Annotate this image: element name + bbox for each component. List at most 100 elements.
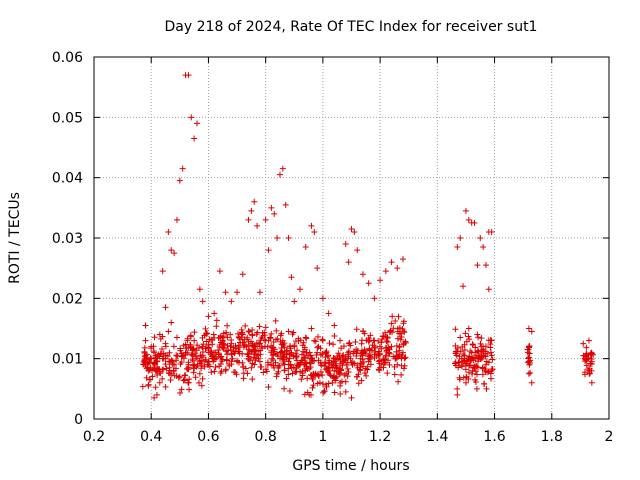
data-point: [286, 361, 293, 368]
data-point: [581, 369, 588, 376]
data-point: [171, 250, 178, 257]
data-point: [376, 343, 383, 350]
data-point: [213, 317, 220, 324]
data-point: [192, 350, 199, 357]
data-point: [474, 371, 481, 378]
data-point: [485, 286, 492, 293]
data-point: [281, 385, 288, 392]
data-point: [199, 352, 206, 359]
data-point: [380, 356, 387, 363]
data-point: [329, 379, 336, 386]
x-axis-ticks: 0.2 0.4 0.6 0.8 1 1.2 1.4 1.6 1.8 2: [83, 57, 614, 445]
data-point: [267, 334, 274, 341]
data-point: [274, 235, 281, 241]
y-tick-label: 0.04: [52, 171, 83, 187]
data-point: [477, 340, 484, 347]
data-point: [322, 350, 329, 357]
data-point: [473, 385, 480, 392]
data-point: [469, 367, 476, 374]
data-point: [288, 274, 295, 281]
data-point: [295, 362, 302, 369]
data-point: [176, 177, 183, 184]
data-point: [395, 313, 402, 320]
data-point: [211, 310, 218, 317]
data-point: [173, 357, 180, 364]
data-point: [236, 350, 243, 357]
data-point: [383, 352, 390, 359]
x-tick-label: 0.8: [255, 429, 277, 445]
y-tick-label: 0.03: [52, 231, 83, 247]
data-point: [249, 331, 256, 338]
data-point: [211, 335, 218, 342]
data-point: [235, 330, 242, 337]
data-point: [199, 298, 206, 305]
x-tick-label: 2: [605, 429, 614, 445]
data-point: [142, 322, 149, 329]
data-point: [267, 335, 274, 342]
data-point: [154, 358, 161, 365]
data-point: [390, 325, 397, 332]
data-point: [279, 349, 286, 356]
data-point: [271, 364, 278, 371]
data-point: [358, 337, 365, 344]
data-point: [357, 355, 364, 362]
data-point: [275, 362, 282, 369]
data-point: [209, 341, 216, 348]
data-point: [261, 329, 268, 336]
data-point: [319, 337, 326, 344]
data-point: [361, 370, 368, 377]
data-point: [526, 344, 533, 351]
data-point: [201, 363, 208, 370]
chart-title: Day 218 of 2024, Rate Of TEC Index for r…: [165, 19, 538, 35]
data-point: [463, 373, 470, 380]
data-point: [261, 332, 268, 339]
data-point: [367, 361, 374, 368]
data-point: [483, 385, 490, 392]
data-point: [311, 337, 318, 344]
data-point: [186, 376, 193, 383]
data-point: [203, 331, 210, 338]
data-point: [459, 343, 466, 350]
data-point: [238, 334, 245, 341]
data-point: [338, 345, 345, 352]
data-point: [382, 329, 389, 336]
data-point: [193, 353, 200, 360]
data-point: [212, 363, 219, 370]
data-point: [268, 355, 275, 362]
data-point: [298, 376, 305, 383]
data-point: [487, 349, 494, 356]
data-point: [321, 388, 328, 395]
data-point: [264, 343, 271, 350]
data-point: [300, 339, 307, 346]
data-point: [340, 352, 347, 359]
data-point: [143, 351, 150, 358]
data-point: [314, 380, 321, 387]
data-point: [395, 378, 402, 385]
data-point: [199, 334, 206, 341]
data-point: [467, 348, 474, 355]
data-point: [365, 280, 372, 287]
data-point: [480, 244, 487, 251]
data-points: [139, 72, 597, 401]
data-point: [186, 386, 193, 393]
data-point: [388, 259, 395, 266]
data-point: [273, 373, 280, 380]
data-point: [286, 350, 293, 357]
data-point: [253, 339, 260, 346]
data-point: [246, 357, 253, 364]
data-point: [139, 383, 146, 390]
data-point: [309, 374, 316, 381]
data-point: [376, 360, 383, 367]
data-point: [330, 341, 337, 348]
data-point: [477, 235, 484, 241]
data-point: [185, 379, 192, 386]
data-point: [474, 331, 481, 338]
data-point: [480, 352, 487, 359]
data-point: [213, 323, 220, 330]
grid-lines: [94, 57, 609, 419]
data-point: [452, 342, 459, 349]
data-point: [310, 358, 317, 365]
data-point: [465, 362, 472, 369]
data-point: [256, 323, 263, 330]
data-point: [182, 351, 189, 358]
